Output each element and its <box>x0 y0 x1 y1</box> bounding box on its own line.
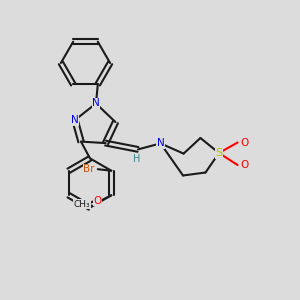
Text: O: O <box>93 196 101 206</box>
Text: N: N <box>92 98 100 109</box>
Text: H: H <box>133 154 140 164</box>
Text: S: S <box>215 148 223 158</box>
Text: N: N <box>157 138 164 148</box>
Text: Br: Br <box>83 164 94 174</box>
Text: N: N <box>71 115 79 125</box>
Text: O: O <box>240 137 248 148</box>
Text: O: O <box>240 160 248 170</box>
Text: CH₃: CH₃ <box>74 200 90 209</box>
